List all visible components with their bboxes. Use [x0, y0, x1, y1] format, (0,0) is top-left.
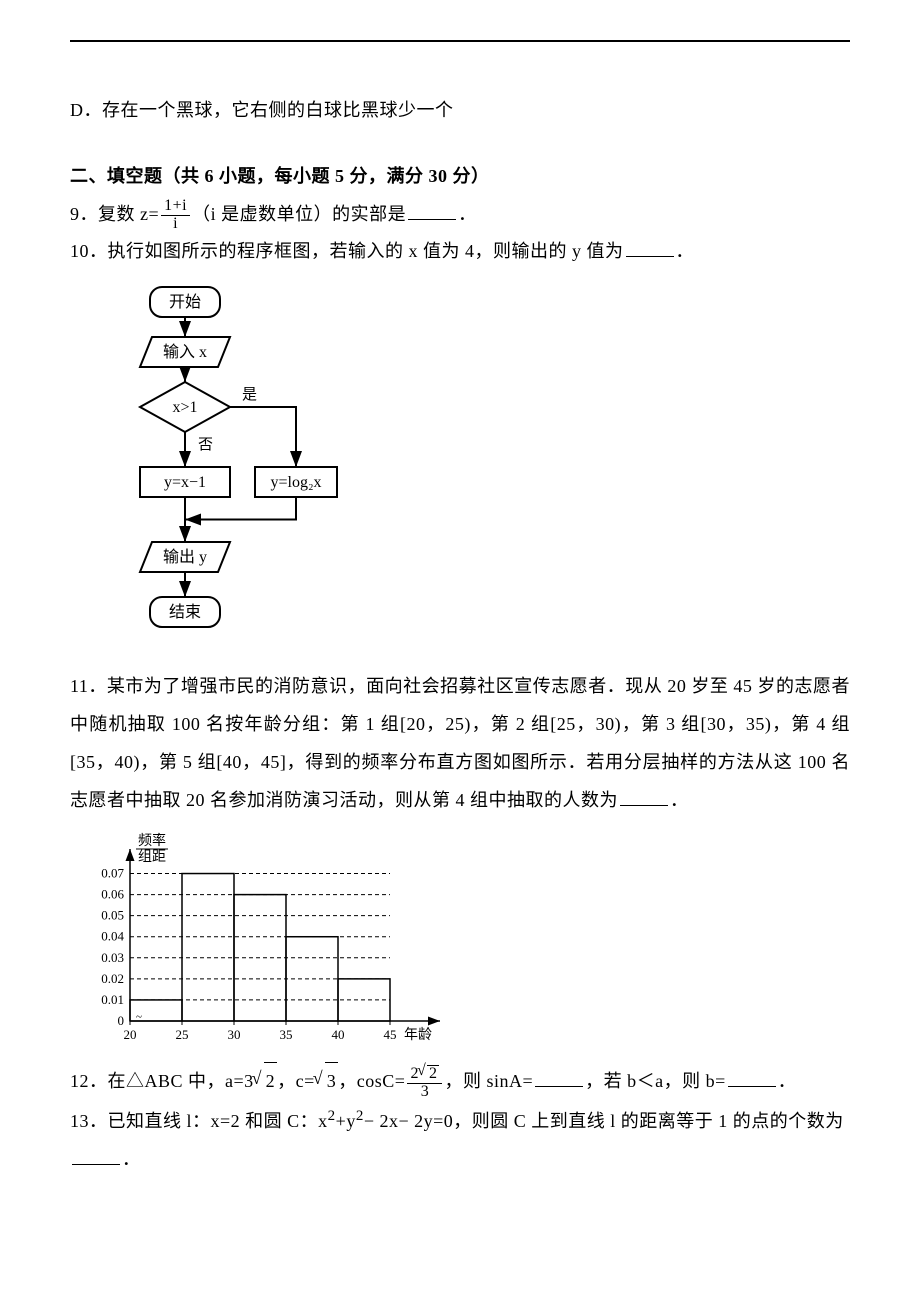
q11-blank — [620, 788, 668, 806]
q13-p3: − 2x− 2y=0，则圆 C 上到直线 l 的距离等于 1 的点的个数为 — [364, 1111, 844, 1131]
option-d-text: 存在一个黑球，它右侧的白球比黑球少一个 — [102, 100, 454, 120]
q10-flowchart: 开始输入 x x>1 y=x−1 y=log₂x 输出 y 结束 是否 — [70, 277, 850, 652]
sqrt-2: 2 — [254, 1062, 278, 1101]
q9-suffix: （i 是虚数单位）的实部是 — [192, 204, 406, 224]
top-rule — [70, 40, 850, 42]
option-d-label: D． — [70, 100, 102, 120]
svg-text:组距: 组距 — [138, 849, 166, 865]
q13-sup1: 2 — [328, 1108, 336, 1124]
q13: 13．已知直线 l：x=2 和圆 C：x2+y2− 2x− 2y=0，则圆 C … — [70, 1101, 850, 1179]
svg-text:0.05: 0.05 — [101, 908, 124, 923]
q10-blank — [626, 239, 674, 257]
q9: 9．复数 z=1+ii（i 是虚数单位）的实部是 ． — [70, 196, 850, 234]
q12-blank2 — [728, 1069, 776, 1087]
q9-period: ． — [458, 204, 477, 224]
flowchart-svg: 开始输入 x x>1 y=x−1 y=log₂x 输出 y 结束 是否 — [70, 277, 340, 647]
svg-text:45: 45 — [384, 1027, 397, 1042]
svg-text:0: 0 — [118, 1013, 125, 1028]
q10-period: ． — [676, 241, 695, 261]
svg-text:0.07: 0.07 — [101, 866, 124, 881]
svg-text:0.04: 0.04 — [101, 929, 124, 944]
svg-text:年龄: 年龄 — [404, 1027, 432, 1043]
q12-period: ． — [778, 1071, 797, 1091]
q11: 11．某市为了增强市民的消防意识，面向社会招募社区宣传志愿者．现从 20 岁至 … — [70, 668, 850, 819]
svg-text:y=x−1: y=x−1 — [164, 474, 206, 491]
svg-text:否: 否 — [198, 437, 213, 453]
q11-period: ． — [670, 790, 689, 810]
svg-text:0.03: 0.03 — [101, 950, 124, 965]
q12: 12．在△ABC 中，a=32，c=3，cosC=223，则 sinA= ，若 b… — [70, 1062, 850, 1101]
q12-p2: ，c= — [277, 1071, 315, 1091]
q13-period: ． — [122, 1149, 141, 1169]
svg-text:输入 x: 输入 x — [163, 343, 207, 361]
q12-fraction: 223 — [407, 1065, 442, 1101]
svg-text:0.02: 0.02 — [101, 971, 124, 986]
svg-text:25: 25 — [176, 1027, 189, 1042]
q13-sup2: 2 — [356, 1108, 364, 1124]
svg-text:开始: 开始 — [169, 293, 201, 311]
svg-text:x>1: x>1 — [172, 399, 197, 416]
q12-p3: ，cosC= — [338, 1071, 405, 1091]
q12-p4: ，则 sinA= — [444, 1071, 533, 1091]
svg-text:35: 35 — [280, 1027, 293, 1042]
q12-p1: 12．在△ABC 中，a=3 — [70, 1071, 254, 1091]
svg-text:40: 40 — [332, 1027, 345, 1042]
histogram-svg: 频率组距年龄00.010.020.030.040.050.060.07~2025… — [70, 829, 450, 1049]
svg-text:是: 是 — [242, 387, 257, 403]
svg-text:0.06: 0.06 — [101, 887, 124, 902]
svg-text:0.01: 0.01 — [101, 992, 124, 1007]
section-2-heading: 二、填空题（共 6 小题，每小题 5 分，满分 30 分） — [70, 158, 850, 196]
q9-fraction: 1+ii — [161, 198, 190, 233]
q11-text: 11．某市为了增强市民的消防意识，面向社会招募社区宣传志愿者．现从 20 岁至 … — [70, 676, 850, 809]
q13-p2: +y — [336, 1111, 356, 1131]
page: D．存在一个黑球，它右侧的白球比黑球少一个 二、填空题（共 6 小题，每小题 5… — [0, 0, 920, 1239]
svg-text:输出 y: 输出 y — [163, 548, 207, 566]
svg-text:20: 20 — [124, 1027, 137, 1042]
q12-blank1 — [535, 1069, 583, 1087]
q12-p5: ，若 b＜a，则 b= — [585, 1071, 726, 1091]
q10: 10．执行如图所示的程序框图，若输入的 x 值为 4，则输出的 y 值为 ． — [70, 233, 850, 271]
q8-option-d: D．存在一个黑球，它右侧的白球比黑球少一个 — [70, 92, 850, 130]
q10-text: 10．执行如图所示的程序框图，若输入的 x 值为 4，则输出的 y 值为 — [70, 241, 624, 261]
q9-prefix: 9．复数 z= — [70, 204, 159, 224]
q13-p1: 13．已知直线 l：x=2 和圆 C：x — [70, 1111, 328, 1131]
svg-text:频率: 频率 — [138, 832, 166, 849]
svg-text:y=log₂x: y=log₂x — [270, 474, 321, 491]
q13-blank — [72, 1147, 120, 1165]
sqrt-3: 3 — [315, 1062, 339, 1101]
q11-histogram: 频率组距年龄00.010.020.030.040.050.060.07~2025… — [70, 829, 850, 1054]
q9-blank — [408, 202, 456, 220]
svg-text:结束: 结束 — [169, 603, 201, 621]
svg-text:30: 30 — [228, 1027, 241, 1042]
